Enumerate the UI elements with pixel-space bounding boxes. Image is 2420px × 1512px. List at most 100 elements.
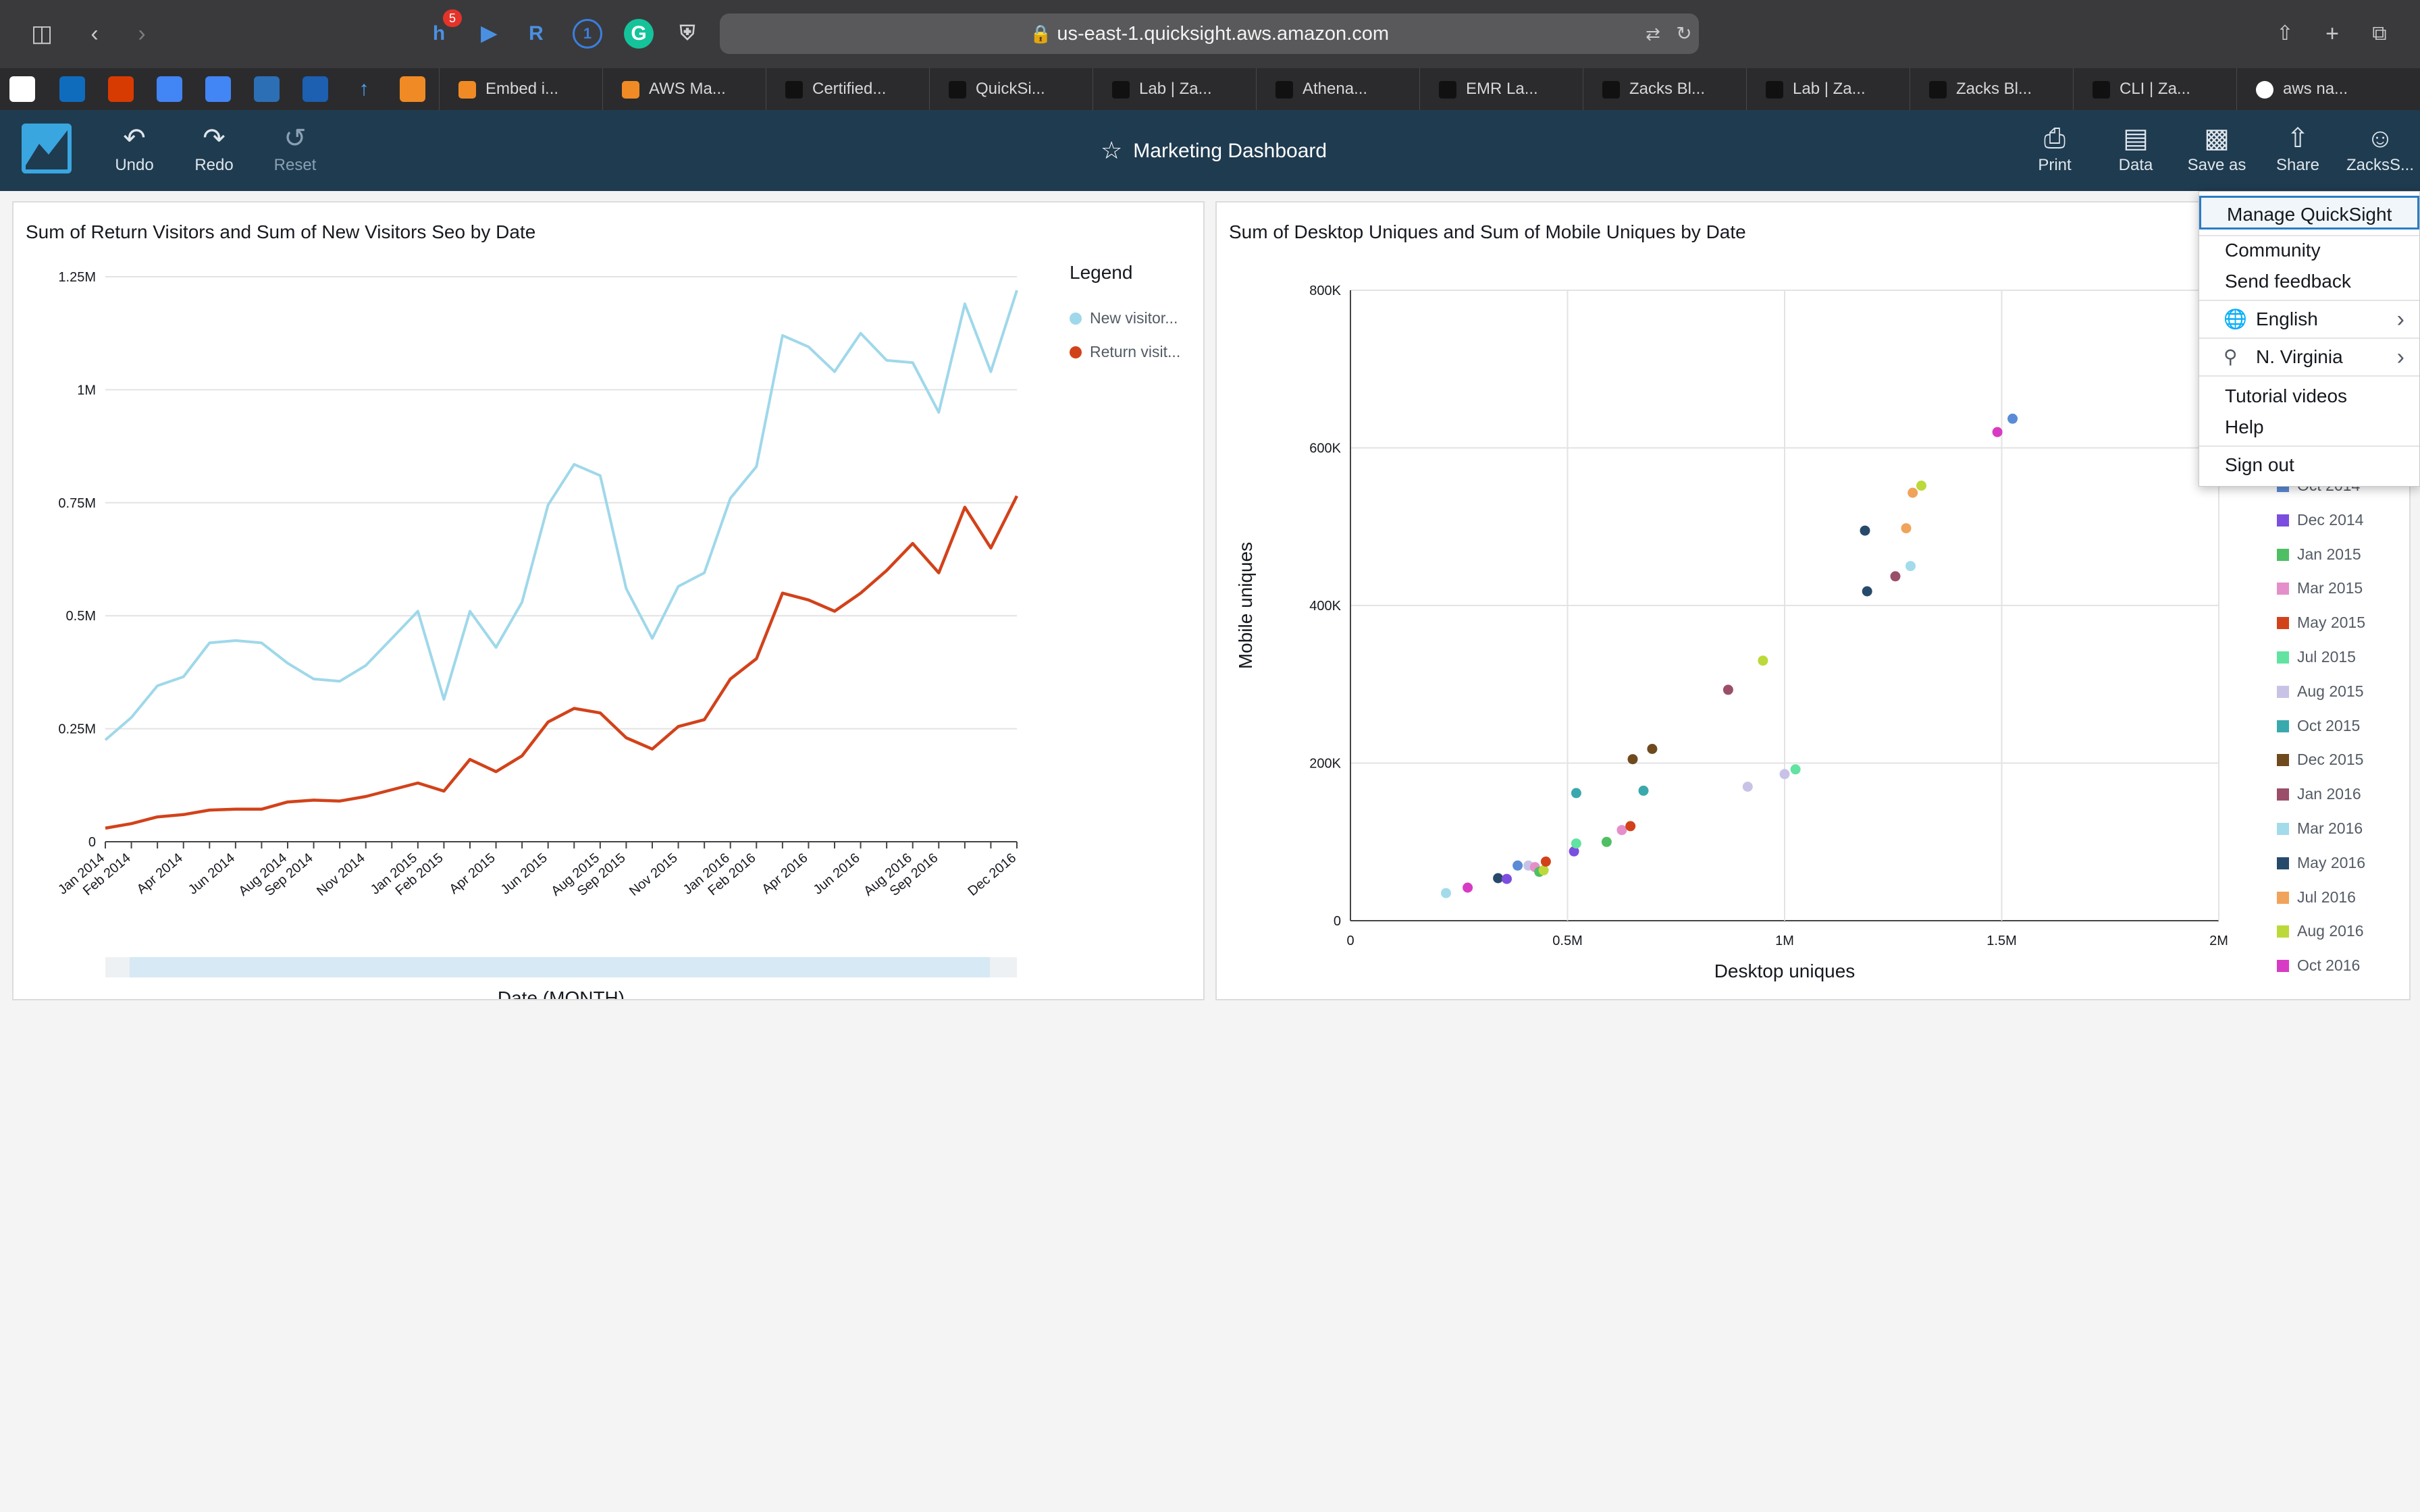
legend-swatch [2277, 583, 2289, 595]
help-item[interactable]: Help [2225, 416, 2264, 437]
new-tab-icon[interactable]: + [2325, 21, 2339, 47]
share-button[interactable]: ⇧ Share [2261, 121, 2335, 182]
tab[interactable]: Athena... [1256, 68, 1420, 110]
tab[interactable]: AWS Ma... [602, 68, 766, 110]
scatter-chart[interactable]: 0 200K 400K 600K 800K 0 0.5M 1M 1.5M 2M Desktop un… [1217, 216, 2243, 999]
grammarly-icon[interactable]: G [624, 19, 654, 49]
tab-overview-icon[interactable]: ⧉ [2372, 22, 2387, 45]
menu-divider [2199, 375, 2419, 377]
quicksight-logo-icon [22, 124, 72, 173]
reset-button[interactable]: ↺ Reset [258, 121, 332, 182]
y-tick-label: 600K [1309, 441, 1341, 456]
legend-entry[interactable]: Dec 2014 [2277, 511, 2363, 529]
tab[interactable]: Lab | Za... [1093, 68, 1257, 110]
legend-swatch [2277, 617, 2289, 630]
scatter-point [1571, 838, 1581, 849]
legend-swatch [2277, 685, 2289, 698]
menu-divider [2199, 235, 2419, 236]
legend-swatch [2277, 548, 2289, 561]
y-tick-label: 400K [1309, 599, 1341, 614]
legend-entry[interactable]: Aug 2016 [2277, 922, 2363, 940]
tab[interactable]: QuickSi... [929, 68, 1093, 110]
legend-entry[interactable]: May 2015 [2277, 614, 2365, 632]
community-item[interactable]: Community [2225, 240, 2321, 261]
tab[interactable]: Certified... [766, 68, 930, 110]
legend-entry-return-visitors[interactable]: Return visit... [1070, 343, 1180, 361]
aws-favicon-icon [458, 80, 476, 99]
legend-entry[interactable]: Oct 2016 [2277, 956, 2360, 975]
legend-entry[interactable]: Mar 2016 [2277, 819, 2363, 838]
user-menu-button[interactable]: ☺ ZacksS... [2340, 121, 2420, 182]
language-item[interactable]: 🌐 English › [2199, 302, 2419, 336]
google-favicon-icon [2256, 80, 2273, 99]
account-menu: Manage QuickSight Community Send feedbac… [2199, 191, 2420, 487]
calculator-tab-icon[interactable] [254, 76, 280, 102]
tab[interactable]: Embed i... [439, 68, 603, 110]
globe-icon: 🌐 [2224, 308, 2247, 329]
office-tab-icon[interactable] [108, 76, 134, 102]
data-button[interactable]: ▤ Data [2099, 121, 2173, 182]
gmail-tab-icon[interactable] [9, 76, 35, 102]
back-icon[interactable]: ‹ [90, 21, 99, 47]
translate-icon[interactable]: ⇄ [1646, 24, 1660, 44]
shield-icon[interactable]: ⛨ [679, 22, 695, 45]
play-extension-icon[interactable]: ▶ [481, 22, 497, 45]
legend-entry[interactable]: Mar 2015 [2277, 579, 2363, 597]
legend-entry[interactable]: Jan 2015 [2277, 545, 2361, 564]
save-as-button[interactable]: ▩ Save as [2180, 121, 2254, 182]
scatter-point [1862, 586, 1872, 597]
region-item[interactable]: ⚲ N. Virginia › [2199, 340, 2419, 374]
legend-entry[interactable]: Jul 2016 [2277, 888, 2356, 907]
x-tick-label: 2M [2209, 934, 2228, 948]
share-page-icon[interactable]: ⇧ [2276, 22, 2294, 45]
arrow-tab-icon[interactable]: ↑ [351, 76, 377, 102]
legend-label: Mar 2015 [2297, 579, 2363, 597]
scatter-point [1571, 788, 1581, 799]
honey-extension-icon[interactable]: h [432, 22, 446, 45]
legend-entry[interactable]: Oct 2015 [2277, 717, 2360, 735]
tab[interactable]: Zacks Bl... [1910, 68, 2074, 110]
scatter-point [1463, 882, 1473, 893]
reload-icon[interactable]: ↻ [1676, 23, 1692, 44]
outlook-tab-icon[interactable] [59, 76, 85, 102]
share-icon: ⇧ [2286, 124, 2309, 153]
sidebar-toggle-icon[interactable]: ◫ [30, 21, 53, 47]
manage-quicksight-item[interactable]: Manage QuickSight [2199, 196, 2419, 230]
tab[interactable]: CLI | Za... [2073, 68, 2237, 110]
legend-entry[interactable]: Jan 2016 [2277, 785, 2361, 803]
bank-tab-icon[interactable] [302, 76, 328, 102]
tab[interactable]: Zacks Bl... [1583, 68, 1747, 110]
x-tick-label: Nov 2014 [314, 850, 368, 899]
translate-tab-icon-2[interactable] [205, 76, 231, 102]
r-extension-icon[interactable]: R [529, 22, 544, 45]
quicksight-logo[interactable] [22, 124, 72, 173]
favorite-star-icon[interactable]: ☆ [1101, 136, 1123, 164]
tab[interactable]: Lab | Za... [1746, 68, 1910, 110]
sign-out-item[interactable]: Sign out [2225, 454, 2294, 475]
aws-tab-icon[interactable] [400, 76, 425, 102]
legend-label: Mar 2016 [2297, 819, 2363, 837]
legend-entry[interactable]: Aug 2015 [2277, 682, 2363, 701]
redo-button[interactable]: ↷ Redo [177, 121, 251, 182]
scatter-point [1625, 821, 1636, 832]
address-bar[interactable]: 🔒 us-east-1.quicksight.aws.amazon.com [720, 14, 1699, 54]
x-tick-label: 1M [1775, 934, 1794, 948]
scatter-point [1722, 684, 1733, 695]
translate-tab-icon[interactable] [157, 76, 182, 102]
legend-entry[interactable]: Dec 2015 [2277, 751, 2363, 769]
legend-entry[interactable]: Jul 2015 [2277, 648, 2356, 666]
legend-entry[interactable]: May 2016 [2277, 854, 2365, 872]
line-chart-title: Sum of Return Visitors and Sum of New Vi… [26, 221, 536, 242]
tutorial-videos-item[interactable]: Tutorial videos [2225, 385, 2348, 406]
forward-icon[interactable]: › [138, 21, 146, 47]
tab[interactable]: aws na... [2236, 68, 2420, 110]
print-button[interactable]: ⎙ Print [2018, 121, 2092, 182]
send-feedback-item[interactable]: Send feedback [2225, 271, 2351, 292]
password-manager-icon[interactable]: 1 [573, 19, 602, 49]
menu-divider [2199, 446, 2419, 447]
tab[interactable]: EMR La... [1419, 68, 1583, 110]
legend-entry-new-visitors[interactable]: New visitor... [1070, 309, 1178, 327]
undo-button[interactable]: ↶ Undo [97, 121, 172, 182]
bar-chart-icon: ▩ [2204, 124, 2230, 153]
